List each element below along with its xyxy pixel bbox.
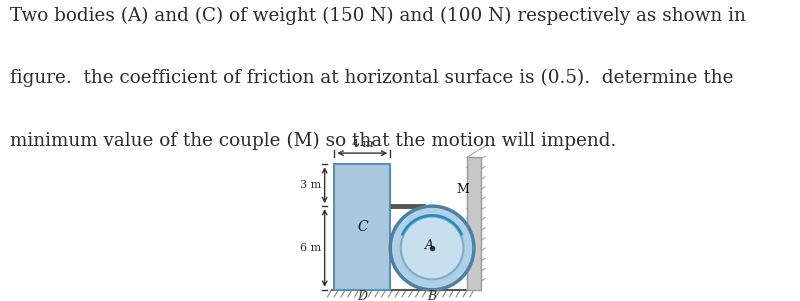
Text: figure.  the coefficient of friction at horizontal surface is (0.5).  determine : figure. the coefficient of friction at h… (10, 69, 733, 87)
Text: minimum value of the couple (M) so that the motion will impend.: minimum value of the couple (M) so that … (10, 132, 616, 150)
Text: Two bodies (A) and (C) of weight (150 N) and (100 N) respectively as shown in: Two bodies (A) and (C) of weight (150 N)… (10, 7, 746, 25)
Bar (467, 157, 481, 290)
Text: B: B (427, 290, 437, 301)
Circle shape (401, 217, 463, 279)
Circle shape (390, 206, 474, 290)
Text: C: C (357, 220, 368, 234)
Text: D: D (358, 290, 367, 301)
Text: 4 m: 4 m (352, 139, 373, 149)
Bar (334, 164, 390, 290)
Text: A: A (425, 239, 434, 252)
Text: M: M (456, 183, 470, 196)
Text: 6 m: 6 m (300, 243, 321, 253)
Text: 3 m: 3 m (300, 180, 321, 190)
